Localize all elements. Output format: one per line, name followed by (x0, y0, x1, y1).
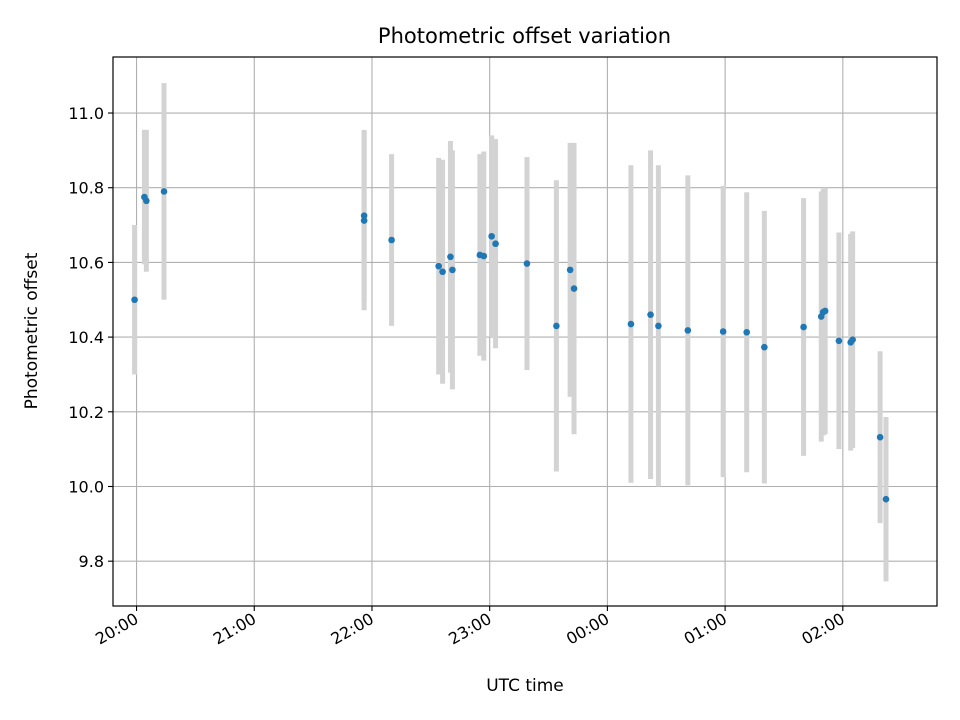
y-axis-label: Photometric offset (22, 252, 42, 409)
y-tick-label: 11.0 (68, 104, 104, 123)
data-point (627, 320, 635, 328)
data-point (480, 252, 488, 260)
data-point (160, 188, 168, 195)
data-point (447, 253, 454, 261)
y-tick-label: 10.4 (68, 328, 104, 347)
data-point (488, 232, 495, 240)
data-point (360, 212, 368, 220)
data-point (566, 266, 574, 274)
data-point (131, 296, 138, 304)
data-point (684, 327, 692, 334)
y-tick-label: 10.6 (68, 253, 104, 272)
y-tick-label: 10.8 (68, 179, 104, 198)
x-axis-label: UTC time (486, 676, 564, 696)
data-point (835, 337, 843, 345)
data-point (800, 323, 807, 331)
y-axis-ticks: 9.8 10.0 10.2 10.4 10.6 10.8 11.0 (68, 104, 113, 571)
data-point (570, 285, 578, 292)
data-point (761, 343, 768, 351)
data-point (360, 217, 368, 224)
data-point (743, 328, 750, 336)
data-point (492, 240, 499, 248)
chart-title: Photometric offset variation (378, 24, 671, 48)
data-point (719, 328, 727, 335)
y-tick-label: 10.0 (68, 477, 104, 496)
data-point (143, 197, 150, 205)
plot-frame (112, 56, 938, 607)
data-point (849, 336, 856, 344)
data-point (435, 262, 442, 270)
data-point (882, 495, 890, 503)
data-point (523, 260, 531, 267)
data-point (439, 268, 446, 276)
data-point (876, 433, 884, 441)
y-tick-label: 10.2 (68, 403, 104, 422)
data-point (655, 322, 662, 330)
data-point (647, 311, 654, 318)
data-point (388, 236, 395, 244)
data-point (449, 266, 456, 274)
data-points (131, 188, 890, 503)
y-tick-label: 9.8 (79, 552, 104, 571)
data-point (821, 307, 829, 315)
data-point (553, 322, 560, 330)
